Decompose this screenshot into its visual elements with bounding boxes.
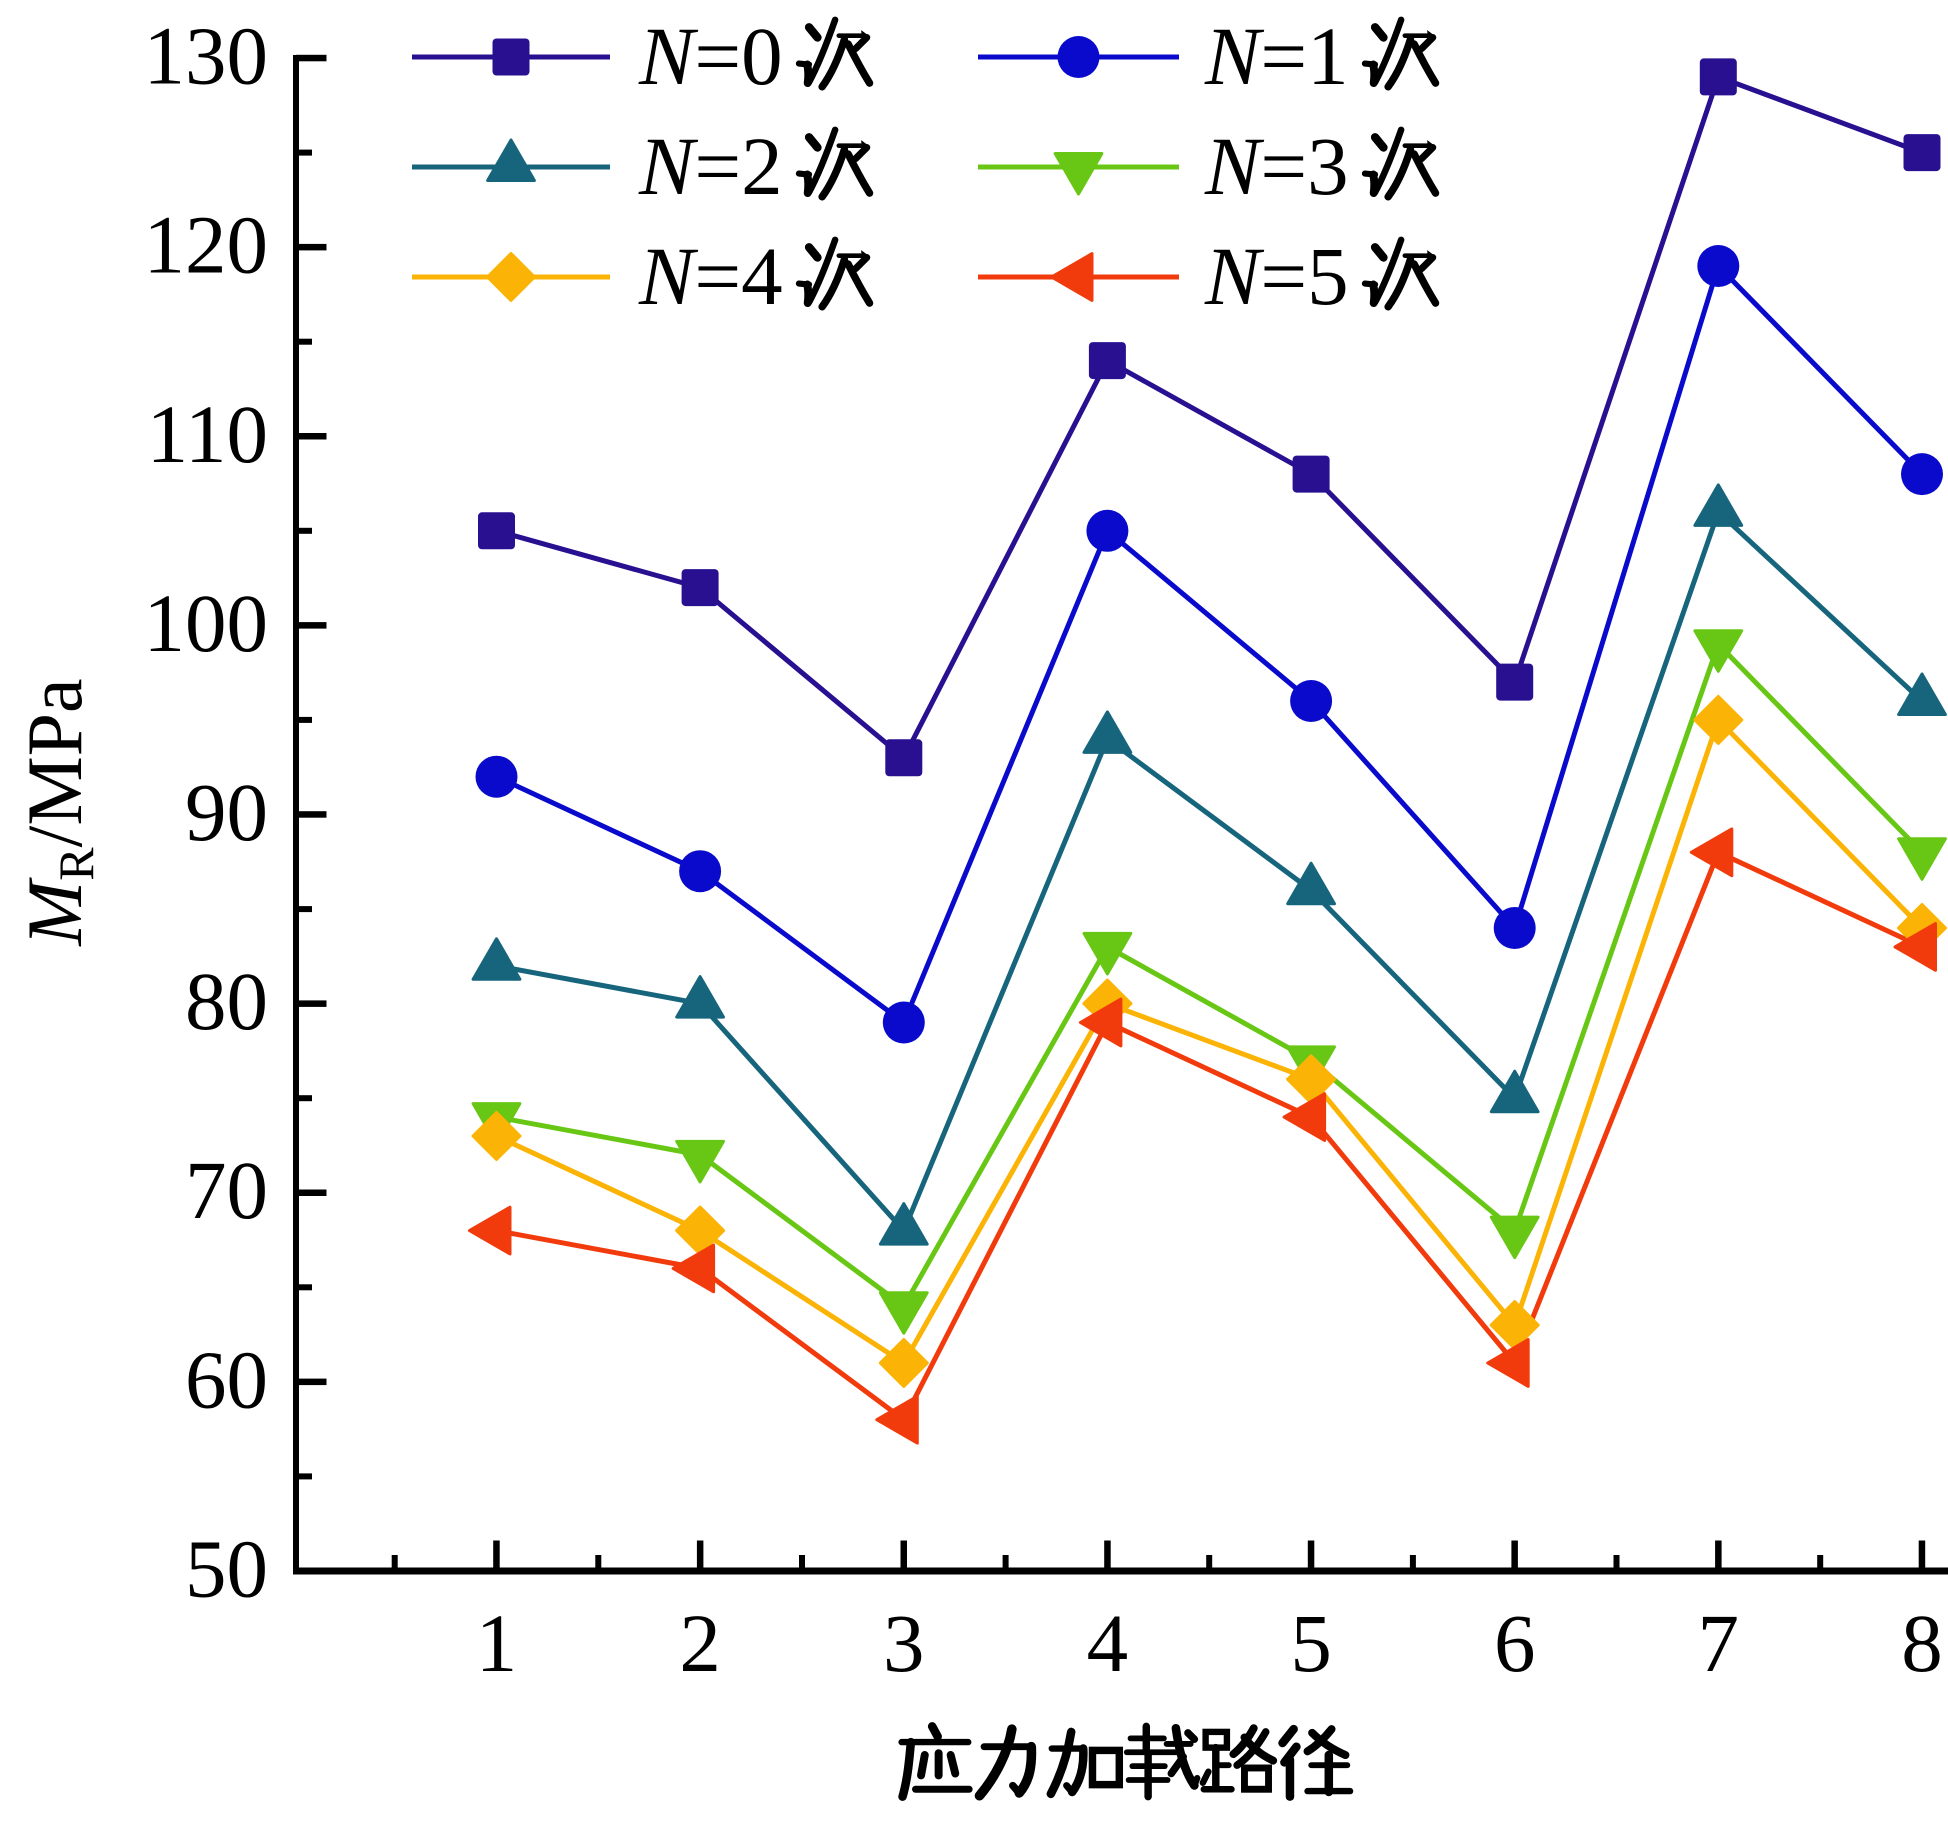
svg-text:3: 3: [883, 1597, 925, 1689]
svg-text:130: 130: [144, 10, 269, 102]
svg-text:100: 100: [144, 577, 269, 669]
svg-text:80: 80: [185, 955, 268, 1047]
svg-text:90: 90: [185, 766, 268, 858]
svg-text:60: 60: [185, 1333, 268, 1425]
svg-text:4: 4: [1087, 1597, 1129, 1689]
svg-text:110: 110: [147, 388, 268, 480]
svg-text:70: 70: [185, 1144, 268, 1236]
svg-text:N=4: N=4: [638, 230, 783, 322]
svg-text:N=3: N=3: [1204, 120, 1349, 212]
svg-text:6: 6: [1494, 1597, 1536, 1689]
svg-text:N=5: N=5: [1204, 230, 1349, 322]
svg-text:2: 2: [679, 1597, 721, 1689]
svg-text:50: 50: [185, 1523, 268, 1615]
svg-text:MR/MPa: MR/MPa: [11, 678, 104, 946]
svg-text:5: 5: [1290, 1597, 1332, 1689]
svg-text:120: 120: [144, 199, 269, 291]
svg-text:N=0: N=0: [638, 10, 783, 102]
svg-text:N=1: N=1: [1204, 10, 1349, 102]
svg-text:1: 1: [476, 1597, 518, 1689]
svg-text:8: 8: [1901, 1597, 1943, 1689]
svg-text:N=2: N=2: [638, 120, 783, 212]
svg-text:7: 7: [1698, 1597, 1740, 1689]
